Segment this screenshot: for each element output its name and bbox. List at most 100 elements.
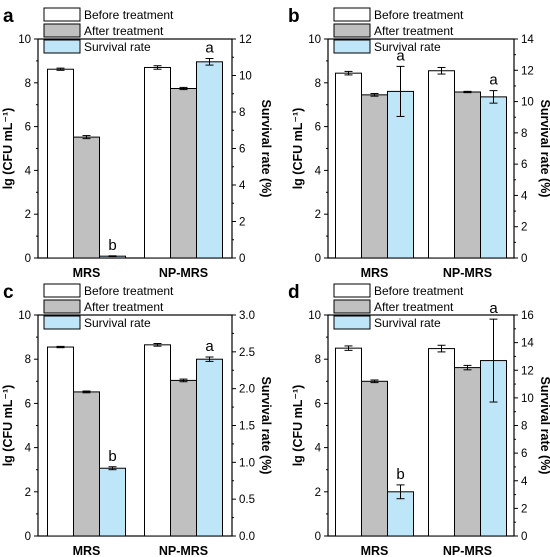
legend-label: Survival rate <box>374 40 441 54</box>
x-tick-label: NP-MRS <box>159 544 208 557</box>
significance-letter: a <box>205 40 214 57</box>
legend-swatch <box>333 315 371 330</box>
bar-after-treatment <box>73 391 100 537</box>
y-right-tick-label: 4 <box>239 180 246 192</box>
y-right-axis-label: Survival rate (%) <box>259 100 273 198</box>
y-right-tick-label: 14 <box>521 338 534 350</box>
significance-letter: a <box>489 300 498 317</box>
y-right-tick-label: 2 <box>239 217 245 229</box>
y-left-axis-label: lg (CFU mL⁻¹) <box>291 385 305 467</box>
y-left-tick-label: 6 <box>25 122 31 134</box>
legend-swatch <box>43 283 81 298</box>
significance-letter: b <box>108 237 116 254</box>
significance-letter: a <box>205 338 214 355</box>
y-right-tick-label: 0 <box>521 531 527 543</box>
x-tick-label: MRS <box>73 544 101 557</box>
y-right-tick-label: 12 <box>239 34 252 46</box>
y-right-axis-label: Survival rate (%) <box>259 377 273 475</box>
y-left-tick-label: 2 <box>25 209 31 221</box>
bar-before-treatment <box>428 348 455 537</box>
bar-after-treatment <box>361 94 388 259</box>
legend-label: Before treatment <box>84 8 174 22</box>
legend-swatch <box>333 299 371 314</box>
y-right-tick-label: 0.5 <box>239 494 255 506</box>
bar-after-treatment <box>170 379 197 537</box>
y-right-tick-label: 2 <box>521 503 527 515</box>
bar-before-treatment <box>144 344 171 537</box>
legend-label: Survival rate <box>84 40 151 54</box>
y-left-tick-label: 6 <box>315 122 321 134</box>
y-left-tick-label: 4 <box>25 165 32 177</box>
y-right-tick-label: 1.0 <box>239 457 255 469</box>
y-right-tick-label: 10 <box>521 97 534 109</box>
y-right-tick-label: 0 <box>239 253 245 265</box>
panel-label: b <box>288 6 300 27</box>
bar-before-treatment <box>428 70 455 259</box>
bar-survival-rate <box>196 358 223 537</box>
bar-survival-rate <box>99 467 126 537</box>
bar-survival-rate <box>387 90 414 259</box>
y-left-tick-label: 10 <box>18 34 31 46</box>
y-right-tick-label: 0.0 <box>239 531 255 543</box>
y-right-tick-label: 12 <box>521 365 534 377</box>
y-left-tick-label: 8 <box>315 354 321 366</box>
y-left-tick-label: 0 <box>25 253 31 265</box>
y-left-tick-label: 4 <box>25 443 32 455</box>
bar-after-treatment <box>73 136 100 259</box>
panel-label: a <box>3 6 14 27</box>
y-left-tick-label: 0 <box>315 253 321 265</box>
legend-swatch <box>43 299 81 314</box>
y-left-tick-label: 8 <box>25 354 31 366</box>
y-left-tick-label: 8 <box>315 78 321 90</box>
y-left-axis-label: lg (CFU mL⁻¹) <box>1 108 15 190</box>
y-right-tick-label: 6 <box>521 448 527 460</box>
bar-before-treatment <box>144 66 171 259</box>
y-right-tick-label: 6 <box>239 144 245 156</box>
significance-letter: b <box>396 466 404 483</box>
panel-label: c <box>3 282 14 303</box>
y-right-tick-label: 0 <box>521 253 527 265</box>
x-tick-label: MRS <box>361 266 389 280</box>
bar-survival-rate <box>480 96 507 259</box>
y-left-tick-label: 4 <box>315 165 322 177</box>
y-right-tick-label: 8 <box>521 421 527 433</box>
significance-letter: b <box>108 448 116 465</box>
y-right-tick-label: 14 <box>521 34 534 46</box>
y-right-tick-label: 2 <box>521 222 527 234</box>
y-right-axis-label: Survival rate (%) <box>538 377 550 475</box>
legend-swatch <box>333 283 371 298</box>
x-tick-label: NP-MRS <box>159 266 208 280</box>
y-right-tick-label: 2.5 <box>239 347 255 359</box>
legend-swatch <box>43 39 81 54</box>
legend-label: After treatment <box>374 300 454 314</box>
y-right-tick-label: 12 <box>521 65 534 77</box>
y-right-tick-label: 1.5 <box>239 421 255 433</box>
bar-before-treatment <box>47 68 74 259</box>
y-left-tick-label: 10 <box>308 310 321 322</box>
y-left-axis-label: lg (CFU mL⁻¹) <box>1 385 15 467</box>
x-tick-label: MRS <box>73 266 101 280</box>
bar-before-treatment <box>47 346 74 537</box>
y-right-axis-label: Survival rate (%) <box>538 100 550 198</box>
legend-swatch <box>333 39 371 54</box>
legend-label: After treatment <box>84 24 164 38</box>
significance-letter: a <box>396 47 405 64</box>
legend-label: Before treatment <box>374 284 464 298</box>
chart-panel-c: c 0 2 4 6 8 10 0.0 0.5 1.0 1.5 2.0 2.5 3.0 lg (CFU mL⁻… <box>1 282 273 557</box>
y-right-tick-label: 10 <box>521 393 534 405</box>
panel-label: d <box>288 282 300 303</box>
y-right-tick-label: 10 <box>239 71 252 83</box>
bar-after-treatment <box>454 367 481 537</box>
bar-survival-rate <box>196 61 223 259</box>
x-tick-label: MRS <box>361 544 389 557</box>
y-left-tick-label: 6 <box>25 398 31 410</box>
chart-panel-a: a 0 2 4 6 8 10 0 2 4 6 8 10 12 lg (CFU mL⁻¹) Survival r… <box>1 6 273 280</box>
y-left-axis-label: lg (CFU mL⁻¹) <box>291 108 305 190</box>
legend-swatch <box>43 315 81 330</box>
chart-panel-b: b 0 2 4 6 8 10 0 2 4 6 8 10 12 14 lg (CFU mL⁻¹) Survival… <box>288 6 550 280</box>
legend-label: Before treatment <box>84 284 174 298</box>
legend-swatch <box>43 23 81 38</box>
y-left-tick-label: 2 <box>315 487 321 499</box>
legend-label: Survival rate <box>374 316 441 330</box>
